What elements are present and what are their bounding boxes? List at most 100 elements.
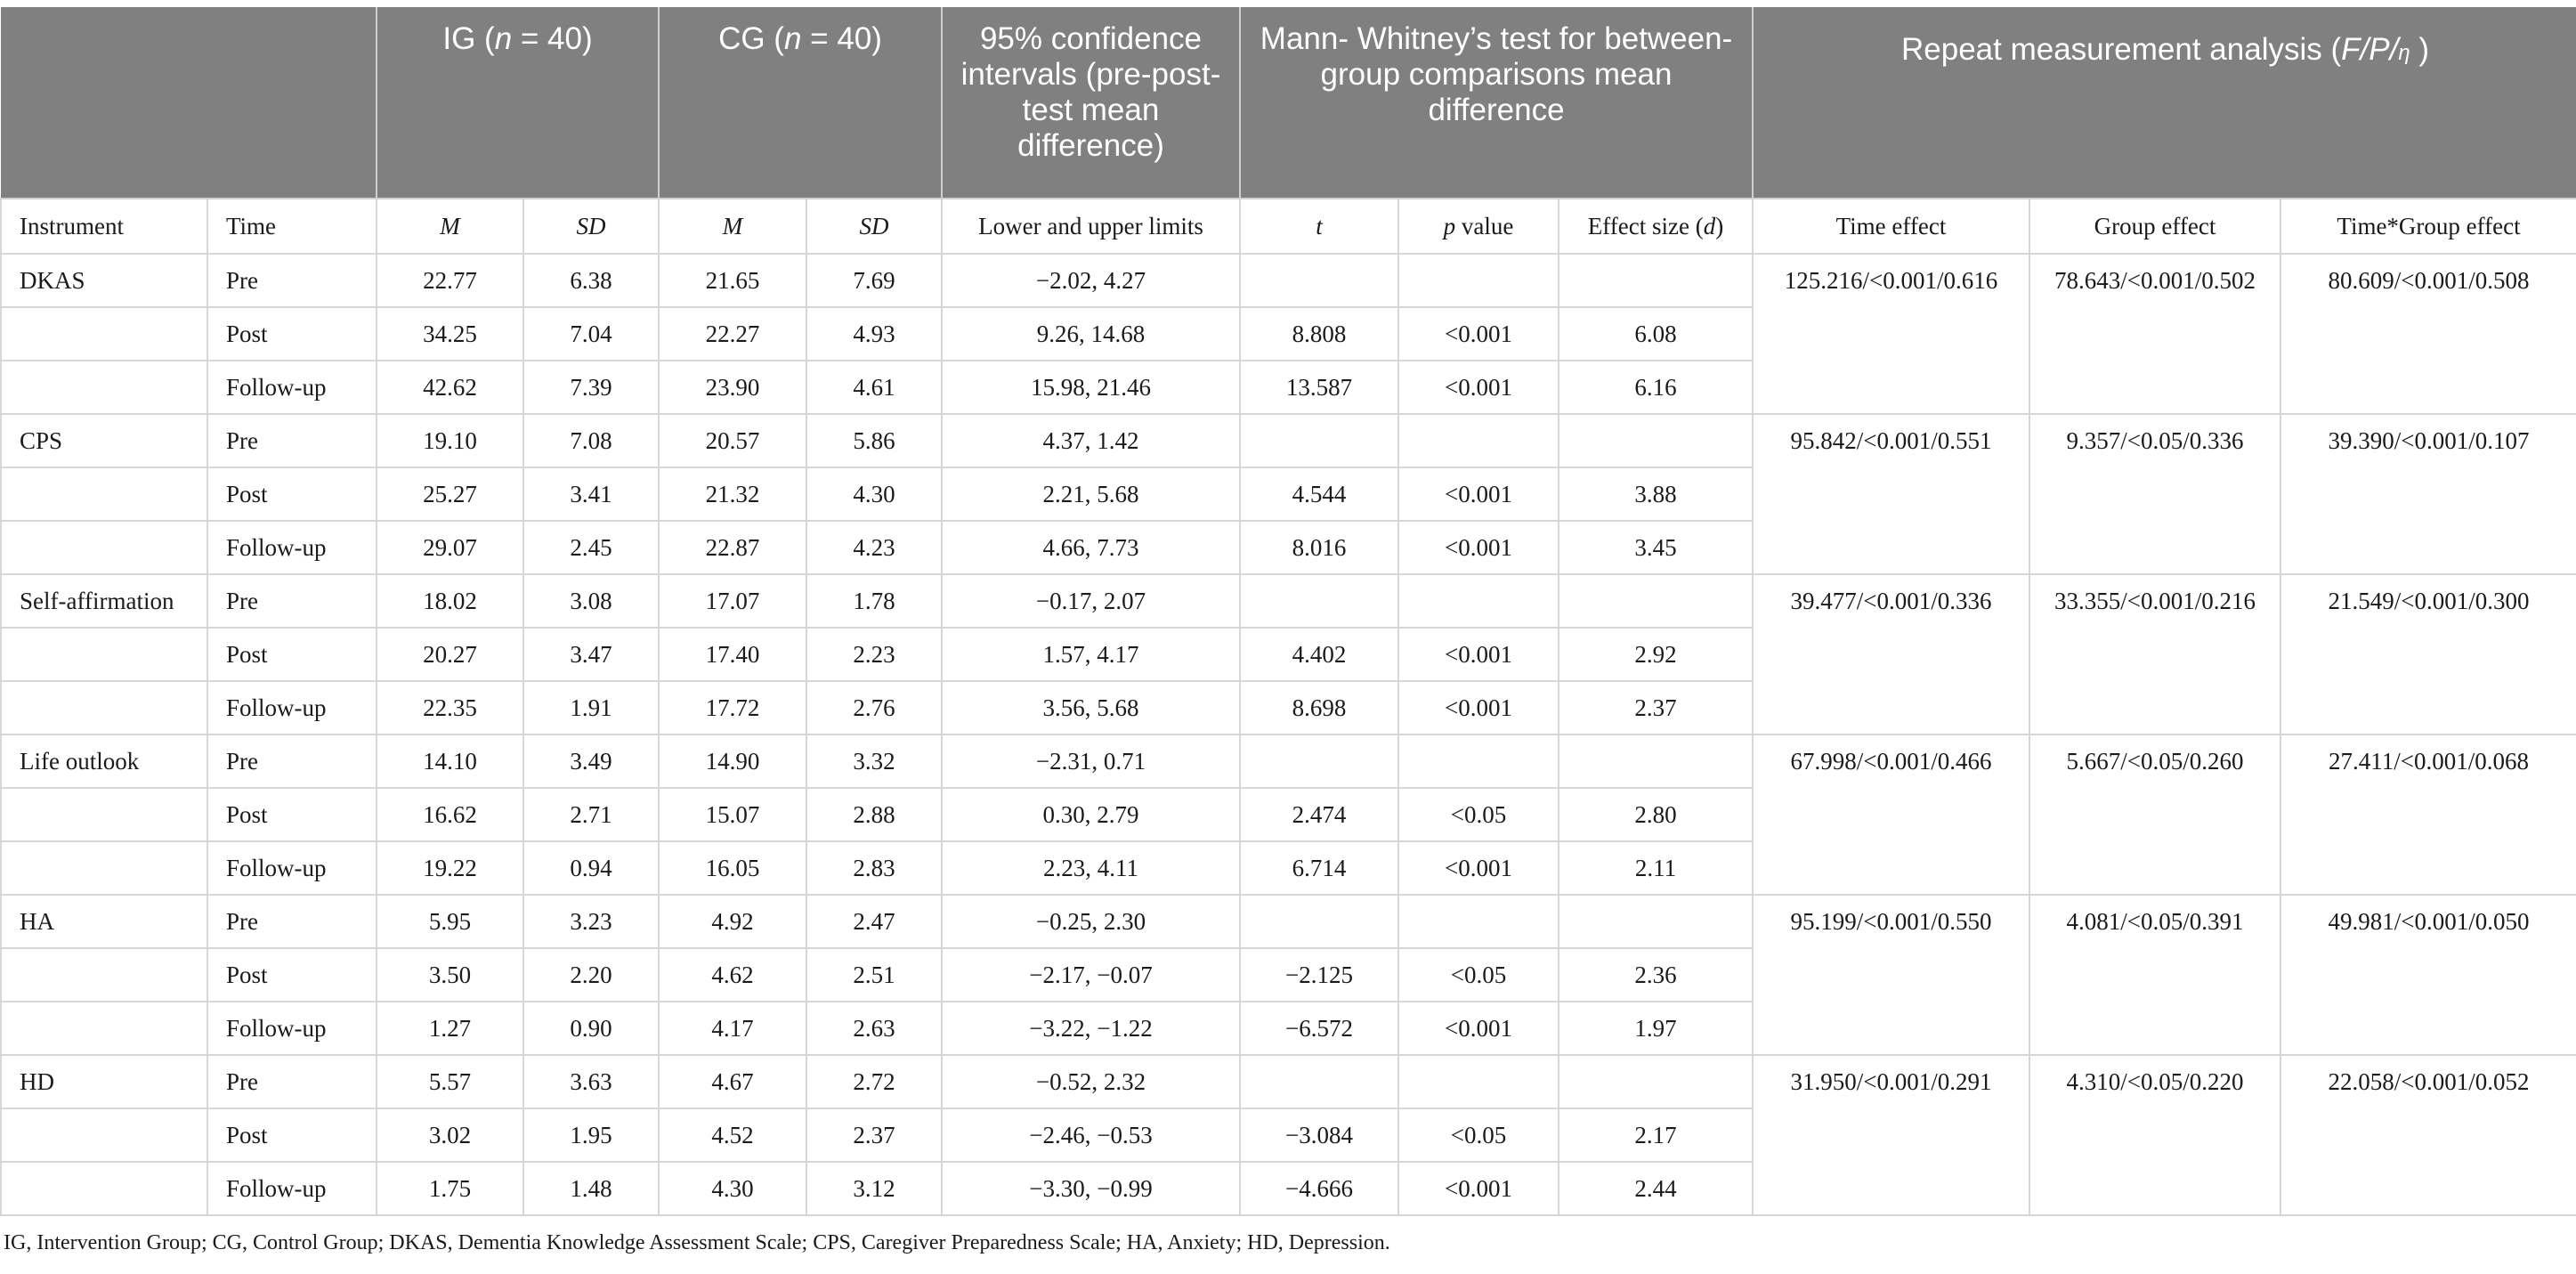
time-cell: Pre (207, 734, 377, 789)
time-group-effect-cell: 80.609/<0.001/0.508 (2280, 253, 2576, 415)
ci-limits-cell: 0.30, 2.79 (941, 787, 1241, 842)
cg-sd-cell: 4.61 (806, 360, 943, 415)
ig-mean-cell: 25.27 (376, 467, 524, 522)
time-cell: Follow-up (207, 360, 377, 415)
t-value-cell: 6.714 (1239, 840, 1399, 896)
header-mann-whitney: Mann- Whitney’s test for between-group c… (1238, 7, 1754, 199)
effect-size-cell (1557, 734, 1754, 789)
instrument-cell-empty (0, 947, 208, 1002)
time-cell: Post (207, 1108, 377, 1163)
ig-mean-cell: 22.35 (376, 680, 524, 735)
p-value-cell: <0.05 (1397, 1108, 1559, 1163)
table-body: DKAS Pre 22.77 6.38 21.65 7.69 −2.02, 4.27 125.… (0, 253, 2576, 1216)
instrument-cell-empty (0, 467, 208, 521)
subheader-ig-m: M (376, 198, 524, 255)
t-value-cell (1239, 734, 1399, 789)
p-value-cell (1397, 573, 1559, 629)
table-footnote: IG, Intervention Group; CG, Control Grou… (4, 1231, 1390, 1254)
subheader-time: Time (207, 198, 377, 255)
p-value-cell: <0.001 (1397, 360, 1559, 415)
t-value-cell: 8.016 (1239, 520, 1399, 575)
ig-mean-cell: 22.77 (376, 253, 524, 308)
table-row: HA Pre 5.95 3.23 4.92 2.47 −0.25, 2.30 95.199/<… (0, 894, 2576, 1056)
effect-size-cell: 1.97 (1557, 1001, 1754, 1056)
ig-sd-cell: 7.08 (522, 413, 660, 468)
time-cell: Pre (207, 413, 377, 468)
subheader-time-group-effect: Time*Group effect (2280, 198, 2576, 255)
ig-mean-cell: 16.62 (376, 787, 524, 842)
t-value-cell (1239, 573, 1399, 629)
header-cg: CG (n = 40) (658, 7, 942, 199)
ci-limits-cell: 15.98, 21.46 (941, 360, 1241, 415)
header-repeat-measurement: Repeat measurement analysis (F/P/η ) (1752, 7, 2576, 199)
effect-size-cell: 6.08 (1557, 306, 1754, 361)
ig-mean-cell: 3.02 (376, 1108, 524, 1163)
p-value-cell: <0.001 (1397, 627, 1559, 682)
instrument-cell-empty (0, 787, 208, 841)
effect-size-cell: 2.92 (1557, 627, 1754, 682)
ig-mean-cell: 34.25 (376, 306, 524, 361)
ig-sd-cell: 2.71 (522, 787, 660, 842)
cg-mean-cell: 15.07 (658, 787, 807, 842)
subheader-t: t (1239, 198, 1399, 255)
ig-mean-cell: 20.27 (376, 627, 524, 682)
ig-mean-cell: 19.22 (376, 840, 524, 896)
instrument-cell-empty (0, 520, 208, 575)
time-cell: Post (207, 467, 377, 522)
t-value-cell (1239, 253, 1399, 308)
instrument-cell: CPS (0, 413, 208, 467)
effect-size-cell (1557, 573, 1754, 629)
ci-limits-cell: −2.46, −0.53 (941, 1108, 1241, 1163)
instrument-cell: Life outlook (0, 734, 208, 788)
time-group-effect-cell: 22.058/<0.001/0.052 (2280, 1054, 2576, 1216)
ig-sd-cell: 3.08 (522, 573, 660, 629)
time-cell: Post (207, 306, 377, 361)
ci-limits-cell: −0.17, 2.07 (941, 573, 1241, 629)
ig-sd-cell: 1.95 (522, 1108, 660, 1163)
cg-sd-cell: 2.76 (806, 680, 943, 735)
t-value-cell: 4.544 (1239, 467, 1399, 522)
cg-sd-cell: 7.69 (806, 253, 943, 308)
ig-mean-cell: 19.10 (376, 413, 524, 468)
time-cell: Post (207, 627, 377, 682)
group-effect-cell: 4.081/<0.05/0.391 (2029, 894, 2282, 1056)
ci-limits-cell: −3.22, −1.22 (941, 1001, 1241, 1056)
ig-sd-cell: 0.94 (522, 840, 660, 896)
p-value-cell: <0.001 (1397, 840, 1559, 896)
t-value-cell (1239, 894, 1399, 949)
ig-sd-cell: 3.49 (522, 734, 660, 789)
effect-size-cell: 2.37 (1557, 680, 1754, 735)
instrument-cell-empty (0, 627, 208, 681)
table-row: HD Pre 5.57 3.63 4.67 2.72 −0.52, 2.32 31.950/<… (0, 1054, 2576, 1216)
t-value-cell (1239, 1054, 1399, 1109)
header-ci: 95% confidence intervals (pre-post-test … (941, 7, 1240, 199)
time-cell: Follow-up (207, 680, 377, 735)
t-value-cell: −3.084 (1239, 1108, 1399, 1163)
instrument-cell: HA (0, 894, 208, 948)
cg-mean-cell: 4.17 (658, 1001, 807, 1056)
ci-limits-cell: 9.26, 14.68 (941, 306, 1241, 361)
t-value-cell: 4.402 (1239, 627, 1399, 682)
subheader-instrument: Instrument (0, 198, 208, 255)
subheader-cg-sd: SD (806, 198, 943, 255)
instrument-cell-empty (0, 1161, 208, 1216)
effect-size-cell (1557, 1054, 1754, 1109)
effect-size-cell (1557, 894, 1754, 949)
cg-sd-cell: 2.72 (806, 1054, 943, 1109)
ig-mean-cell: 1.27 (376, 1001, 524, 1056)
cg-mean-cell: 4.30 (658, 1161, 807, 1216)
table-row: Post 3.50 2.20 4.62 2.51 −2.17, −0.07 −2.125 <0… (0, 947, 2576, 1002)
ig-mean-cell: 5.57 (376, 1054, 524, 1109)
instrument-cell-empty (0, 360, 208, 415)
p-value-cell: <0.001 (1397, 680, 1559, 735)
t-value-cell (1239, 413, 1399, 468)
instrument-cell-empty (0, 1001, 208, 1056)
subheader-time-effect: Time effect (1752, 198, 2031, 255)
ig-sd-cell: 7.04 (522, 306, 660, 361)
t-value-cell: 13.587 (1239, 360, 1399, 415)
table-row: Follow-up 1.27 0.90 4.17 2.63 −3.22, −1.22 −6.… (0, 1001, 2576, 1056)
p-value-cell: <0.001 (1397, 306, 1559, 361)
ig-mean-cell: 14.10 (376, 734, 524, 789)
time-cell: Follow-up (207, 1161, 377, 1216)
cg-mean-cell: 22.87 (658, 520, 807, 575)
